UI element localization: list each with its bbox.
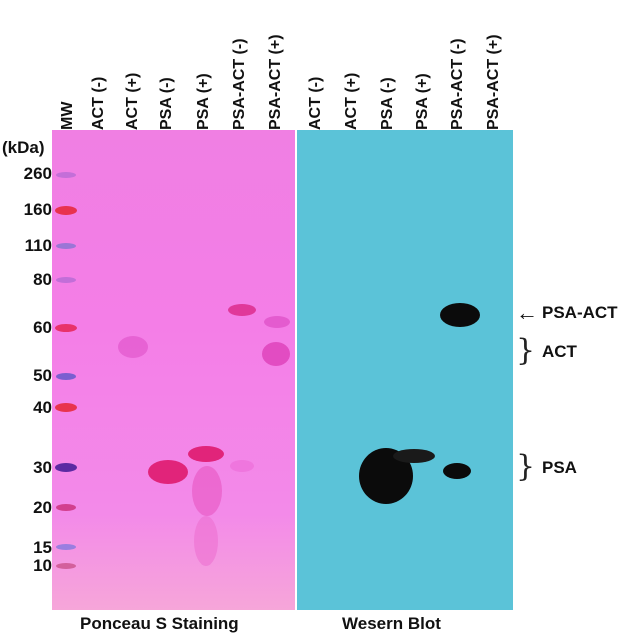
sample-band-smear [192,466,222,516]
mw-marker-label: 50 [33,366,52,385]
ladder-band [55,403,77,412]
ladder-band [56,563,76,569]
sample-band-psa [148,460,188,484]
mw-marker-label: 60 [33,318,52,337]
lane-label-act-minus: ACT (-) [90,76,107,130]
blot-band-psa-tail [393,449,435,463]
blot-lane-label-act-plus: ACT (+) [343,72,360,130]
blot-lane-label-psa-minus: PSA (-) [379,77,396,130]
mw-marker-label: 15 [33,538,52,557]
annotation-psa: PSA [542,458,577,477]
lane-label-psa-act-minus: PSA-ACT (-) [231,38,248,130]
ladder-band [56,504,76,511]
sample-band-act [118,336,148,358]
brace-icon: } [516,449,536,484]
ladder-band [56,373,76,380]
unit-label: (kDa) [2,138,45,157]
annotation-psa-act: PSA-ACT [542,303,618,322]
mw-marker-label: 110 [24,236,52,255]
western-blot-film [297,130,513,610]
brace-icon: } [516,333,536,368]
ladder-band [55,463,77,472]
mw-marker-label: 260 [23,164,52,183]
blot-band-psa-act [440,303,480,327]
ponceau-membrane [52,130,295,610]
sample-band-psa-act [228,304,256,316]
annotation-act: ACT [542,342,577,361]
sample-band-faint [230,460,254,472]
mw-marker-label: 160 [23,200,52,219]
mw-marker-label: 80 [33,270,52,289]
ladder-band [55,206,77,215]
blot-lane-label-psa-act-plus: PSA-ACT (+) [485,34,502,130]
sample-band-act [262,342,290,366]
ladder-band [56,277,76,283]
arrow-icon: ← [516,300,538,325]
blot-lane-label-psa-act-minus: PSA-ACT (-) [449,38,466,130]
ladder-band [56,243,76,249]
sample-band-psa [188,446,224,462]
lane-label-psa-plus: PSA (+) [195,73,212,130]
mw-marker-label: 40 [33,398,52,417]
blot-title: Wesern Blot [342,614,441,633]
lane-label-psa-minus: PSA (-) [158,77,175,130]
mw-marker-label: 30 [33,458,52,477]
mw-marker-label: 10 [33,556,52,575]
mw-marker-label: 20 [33,498,52,517]
ladder-band [56,544,76,550]
ponceau-title: Ponceau S Staining [80,614,239,633]
sample-band-psa-act [264,316,290,328]
lane-label-psa-act-plus: PSA-ACT (+) [267,34,284,130]
lane-label-mw: MW [59,101,76,130]
blot-lane-label-psa-plus: PSA (+) [414,73,431,130]
ladder-band [56,172,76,178]
lane-label-act-plus: ACT (+) [124,72,141,130]
blot-lane-label-act-minus: ACT (-) [307,76,324,130]
blot-band-psa-in-complex [443,463,471,479]
ladder-band [55,324,77,332]
sample-band-smear [194,516,218,566]
